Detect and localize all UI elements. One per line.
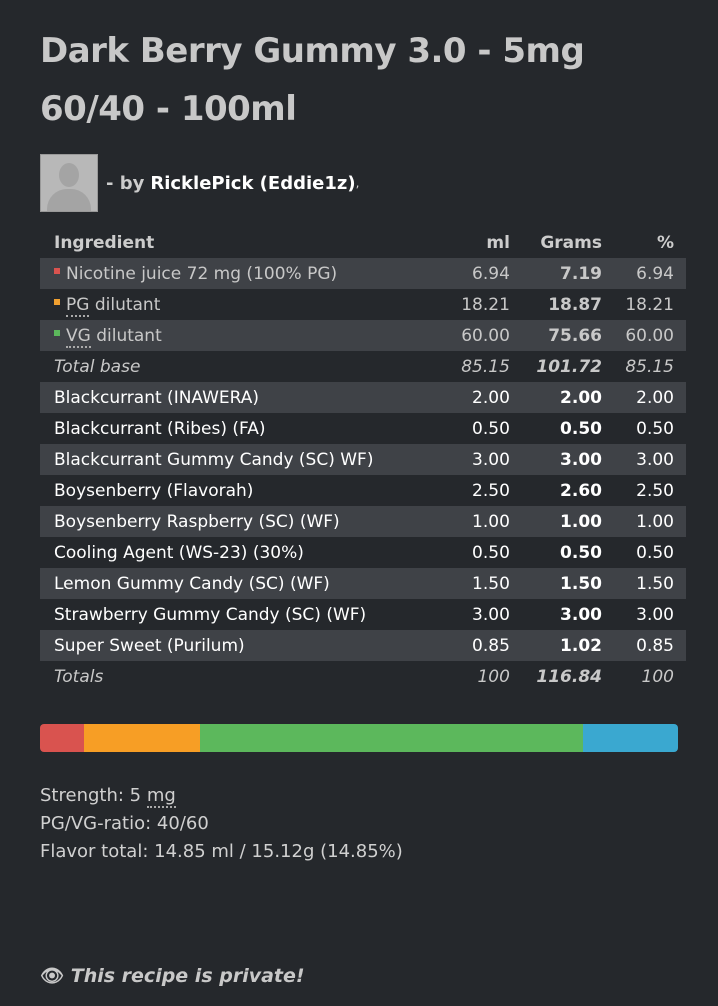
totals-grams: 116.84: [536, 666, 602, 687]
percent-value: 1.00: [613, 506, 686, 537]
table-row: Blackcurrant Gummy Candy (SC) WF) 3.00 3.0…: [40, 444, 686, 475]
ingredient-name: VG dilutant: [40, 320, 450, 351]
percent-value: 6.94: [613, 258, 686, 289]
ml-value: 1.00: [449, 506, 522, 537]
header-percent: %: [656, 233, 674, 253]
flavor-link[interactable]: Boysenberry (Flavorah): [54, 480, 254, 501]
bar-segment-flavor: [583, 724, 678, 752]
bar-segment-nicotine: [40, 724, 85, 752]
recipe-title: Dark Berry Gummy 3.0 - 5mg 60/40 - 100ml: [40, 31, 585, 129]
total-base-percent: 85.15: [625, 356, 674, 377]
ml-value: 60.00: [449, 320, 522, 351]
color-swatch-icon: [54, 298, 60, 305]
table-row: Cooling Agent (WS-23) (30%) 0.50 0.50 0.50: [40, 537, 686, 568]
recipe-stats: Strength: 5 mg PG/VG-ratio: 40/60 Flavor…: [40, 782, 686, 866]
flavor-link[interactable]: Super Sweet (Purilum): [40, 630, 450, 661]
table-row: Nicotine juice 72 mg (100% PG) 6.94 7.19 6.…: [40, 258, 686, 289]
ml-value: 3.00: [449, 444, 522, 475]
grams-value: 18.87: [548, 294, 602, 315]
percent-value: 0.50: [636, 418, 674, 439]
grams-value: 1.50: [521, 568, 614, 599]
totals-row: Totals 100 116.84 100: [40, 661, 686, 692]
color-swatch-icon: [54, 329, 60, 336]
flavor-total: Flavor total: 14.85 ml / 15.12g (14.85%): [40, 841, 403, 862]
table-row: Blackcurrant (Ribes) (FA) 0.50 0.50 0.50: [40, 413, 686, 444]
bar-segment-vg: [200, 724, 584, 752]
grams-value: 3.00: [560, 604, 602, 625]
percent-value: 0.50: [636, 542, 674, 563]
percent-value: 3.00: [613, 444, 686, 475]
table-row: Strawberry Gummy Candy (SC) (WF) 3.00 3.00…: [40, 599, 686, 630]
ml-value: 0.50: [472, 542, 510, 563]
grams-value: 2.60: [560, 480, 602, 501]
color-swatch-icon: [54, 267, 60, 274]
percent-value: 3.00: [636, 604, 674, 625]
grams-value: 7.19: [521, 258, 614, 289]
header-grams: Grams: [540, 233, 602, 253]
private-notice: 👁 This recipe is private!: [40, 965, 305, 987]
ingredient-name: Nicotine juice 72 mg (100% PG): [40, 258, 450, 289]
ingredient-name: PG dilutant: [40, 289, 450, 320]
bar-segment-pg: [84, 724, 201, 752]
eye-slash-icon: 👁: [40, 965, 65, 987]
table-row: PG dilutant 18.21 18.87 18.21: [40, 289, 686, 320]
percent-value: 0.85: [613, 630, 686, 661]
table-row: Lemon Gummy Candy (SC) (WF) 1.50 1.50 1.50: [40, 568, 686, 599]
ingredients-table: Ingredient ml Grams % Nicotine juice 72 …: [40, 228, 686, 692]
totals-ml: 100: [477, 666, 510, 687]
totals-label: Totals: [54, 666, 104, 687]
ml-value: 2.00: [449, 382, 522, 413]
total-base-row: Total base 85.15 101.72 85.15: [40, 351, 686, 382]
grams-value: 75.66: [521, 320, 614, 351]
table-row: VG dilutant 60.00 75.66 60.00: [40, 320, 686, 351]
ml-value: 6.94: [449, 258, 522, 289]
composition-bar: [40, 724, 678, 752]
strength: Strength: 5 mg: [40, 785, 176, 808]
table-row: Super Sweet (Purilum) 0.85 1.02 0.85: [40, 630, 686, 661]
flavor-link[interactable]: Strawberry Gummy Candy (SC) (WF): [54, 604, 367, 625]
ml-value: 0.50: [472, 418, 510, 439]
ml-value: 0.85: [449, 630, 522, 661]
grams-value: 0.50: [560, 542, 602, 563]
flavor-link[interactable]: Blackcurrant (Ribes) (FA): [54, 418, 266, 439]
percent-value: 2.00: [613, 382, 686, 413]
percent-value: 2.50: [636, 480, 674, 501]
header-ingredient: Ingredient: [54, 233, 155, 253]
percent-value: 1.50: [613, 568, 686, 599]
flavor-link[interactable]: Lemon Gummy Candy (SC) (WF): [40, 568, 450, 599]
grams-value: 0.50: [560, 418, 602, 439]
total-base-grams: 101.72: [536, 356, 602, 377]
percent-value: 18.21: [625, 294, 674, 315]
grams-value: 2.00: [521, 382, 614, 413]
table-row: Boysenberry (Flavorah) 2.50 2.60 2.50: [40, 475, 686, 506]
grams-value: 1.02: [521, 630, 614, 661]
total-base-label: Total base: [54, 356, 141, 377]
percent-value: 60.00: [613, 320, 686, 351]
ml-value: 2.50: [472, 480, 510, 501]
total-base-ml: 85.15: [461, 356, 510, 377]
grams-value: 1.00: [521, 506, 614, 537]
ml-value: 3.00: [472, 604, 510, 625]
flavor-link[interactable]: Cooling Agent (WS-23) (30%): [54, 542, 304, 563]
grams-value: 3.00: [521, 444, 614, 475]
flavor-link[interactable]: Blackcurrant (INAWERA): [40, 382, 450, 413]
author-line: - by RicklePick (Eddie1z),: [40, 154, 686, 212]
ml-value: 18.21: [461, 294, 510, 315]
author-link[interactable]: RicklePick (Eddie1z): [150, 172, 356, 194]
header-ml: ml: [486, 233, 510, 253]
table-row: Blackcurrant (INAWERA) 2.00 2.00 2.00: [40, 382, 686, 413]
table-row: Boysenberry Raspberry (SC) (WF) 1.00 1.00 1…: [40, 506, 686, 537]
pg-vg-ratio: PG/VG-ratio: 40/60: [40, 813, 209, 834]
flavor-link[interactable]: Blackcurrant Gummy Candy (SC) WF): [40, 444, 450, 475]
avatar[interactable]: [40, 154, 98, 212]
totals-percent: 100: [641, 666, 674, 687]
ml-value: 1.50: [449, 568, 522, 599]
by-prefix: - by: [106, 172, 145, 194]
flavor-link[interactable]: Boysenberry Raspberry (SC) (WF): [40, 506, 450, 537]
